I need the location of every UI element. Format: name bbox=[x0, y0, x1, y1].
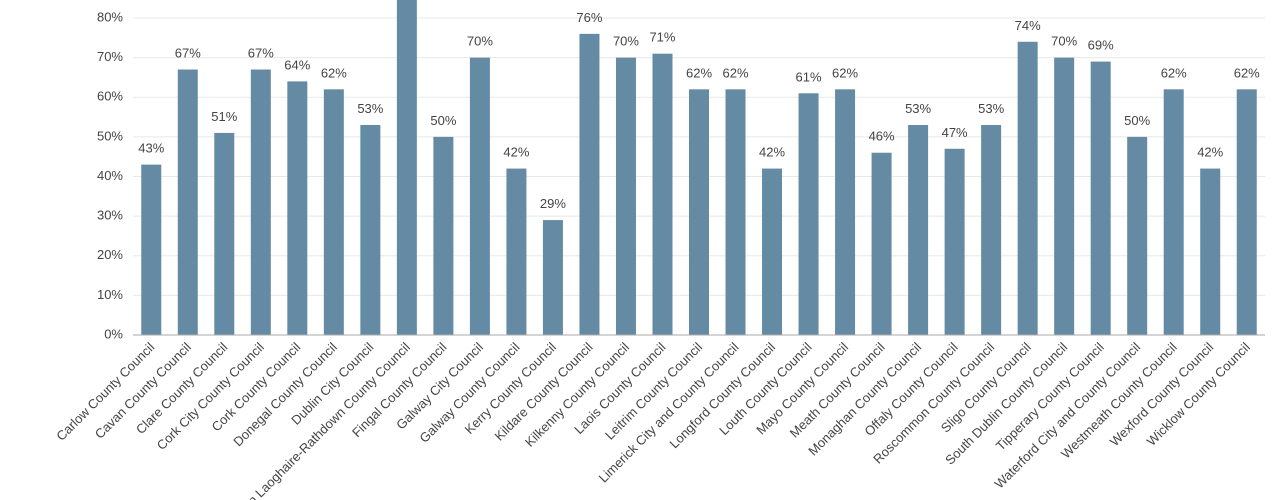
value-label: 42% bbox=[503, 145, 529, 160]
bar bbox=[469, 57, 490, 335]
value-label: 50% bbox=[430, 113, 456, 128]
bar bbox=[689, 89, 709, 335]
y-tick-label: 30% bbox=[97, 208, 123, 223]
value-label: 46% bbox=[869, 129, 895, 144]
bar bbox=[981, 124, 1002, 335]
bar bbox=[506, 168, 527, 335]
value-label: 62% bbox=[1161, 65, 1187, 80]
value-label: 62% bbox=[686, 65, 712, 80]
bar bbox=[1200, 168, 1221, 335]
value-label: 50% bbox=[1124, 113, 1150, 128]
bar bbox=[323, 89, 344, 335]
value-label: 53% bbox=[905, 101, 931, 116]
value-label: 67% bbox=[248, 46, 274, 61]
bar bbox=[287, 81, 308, 336]
y-tick-label: 60% bbox=[97, 89, 123, 104]
bar bbox=[1163, 89, 1184, 335]
value-label: 69% bbox=[1088, 38, 1114, 53]
value-label: 67% bbox=[175, 46, 201, 61]
bar bbox=[177, 69, 198, 335]
bar bbox=[214, 132, 235, 335]
y-tick-label: 20% bbox=[97, 247, 123, 262]
value-label: 62% bbox=[1234, 65, 1260, 80]
bar bbox=[908, 124, 929, 335]
value-label: 62% bbox=[321, 65, 347, 80]
bar bbox=[360, 124, 381, 335]
value-label: 53% bbox=[357, 101, 383, 116]
bar bbox=[579, 33, 600, 335]
bar bbox=[652, 53, 673, 335]
value-label: 42% bbox=[1197, 145, 1223, 160]
bar bbox=[1127, 136, 1148, 335]
bar bbox=[835, 89, 856, 335]
value-label: 62% bbox=[832, 65, 858, 80]
value-label: 29% bbox=[540, 196, 566, 211]
value-label: 70% bbox=[613, 34, 639, 49]
value-label: 62% bbox=[723, 65, 749, 80]
value-label: 70% bbox=[1051, 34, 1077, 49]
bar bbox=[433, 136, 454, 335]
value-label: 43% bbox=[138, 141, 164, 156]
bar bbox=[871, 152, 892, 335]
bar bbox=[615, 57, 636, 335]
value-label: 61% bbox=[796, 69, 822, 84]
bar bbox=[141, 164, 162, 335]
value-label: 47% bbox=[942, 125, 968, 140]
y-tick-label: 70% bbox=[97, 49, 123, 64]
bar bbox=[396, 0, 417, 335]
bar bbox=[1054, 57, 1075, 335]
bar bbox=[725, 89, 746, 335]
bar bbox=[1236, 89, 1257, 335]
y-tick-label: 50% bbox=[97, 128, 123, 143]
value-label: 74% bbox=[1015, 18, 1041, 33]
value-label: 42% bbox=[759, 145, 785, 160]
y-tick-label: 40% bbox=[97, 168, 123, 183]
y-tick-label: 0% bbox=[104, 326, 123, 341]
bar bbox=[542, 220, 563, 335]
value-label: 64% bbox=[284, 57, 310, 72]
bar bbox=[798, 93, 819, 335]
y-tick-label: 80% bbox=[97, 9, 123, 24]
value-label: 70% bbox=[467, 34, 493, 49]
bar bbox=[1017, 41, 1038, 336]
bar bbox=[1090, 61, 1111, 336]
value-label: 51% bbox=[211, 109, 237, 124]
y-tick-label: 10% bbox=[97, 287, 123, 302]
bar bbox=[762, 168, 783, 335]
value-label: 71% bbox=[649, 30, 675, 45]
value-label: 53% bbox=[978, 101, 1004, 116]
bar bbox=[944, 148, 965, 335]
bar bbox=[250, 69, 271, 335]
value-label: 76% bbox=[576, 10, 602, 25]
